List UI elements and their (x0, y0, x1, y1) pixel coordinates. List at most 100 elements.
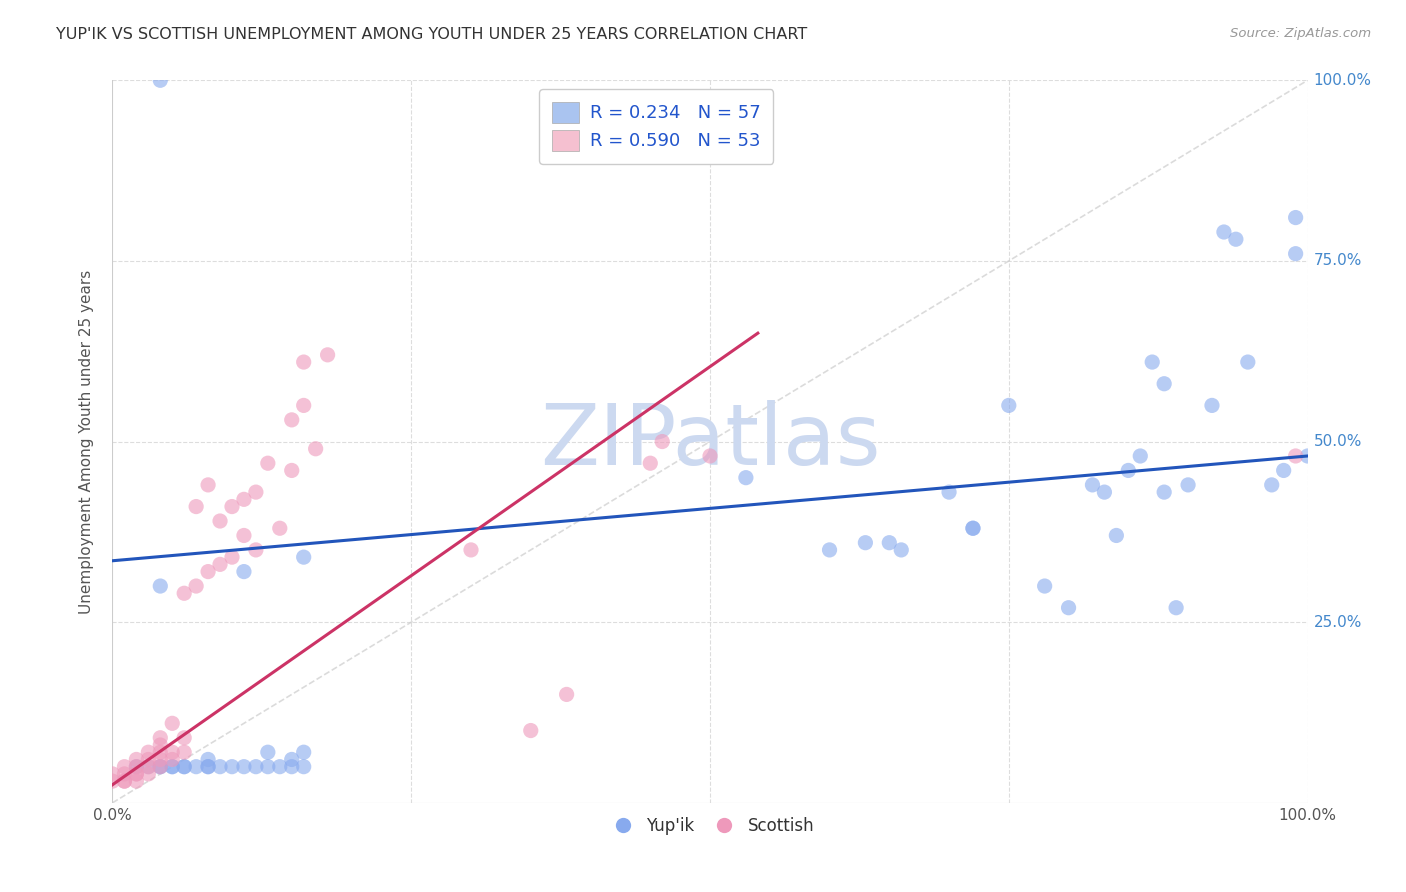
Text: 75.0%: 75.0% (1313, 253, 1362, 268)
Point (1153, 485, 1175, 500)
Point (125, 760, 148, 774)
Point (149, 760, 172, 774)
Point (1285, 449, 1308, 463)
Point (125, 767, 148, 781)
Point (890, 542, 912, 557)
Point (962, 521, 984, 535)
Point (149, 745, 172, 759)
Point (1225, 232, 1247, 246)
Point (197, 565, 219, 579)
Point (149, 738, 172, 752)
Point (114, 774, 135, 789)
Point (855, 535, 877, 549)
Point (1237, 355, 1260, 369)
Point (1285, 211, 1308, 225)
Point (257, 745, 280, 759)
Point (162, 745, 183, 759)
Point (209, 558, 232, 572)
Point (1057, 600, 1080, 615)
Point (125, 774, 148, 789)
Point (305, 442, 328, 456)
Point (292, 745, 315, 759)
Point (735, 470, 758, 484)
Point (233, 760, 256, 774)
Point (162, 752, 183, 766)
Point (149, 760, 172, 774)
Point (1129, 449, 1152, 463)
Point (149, 731, 172, 745)
Point (1201, 398, 1223, 412)
Point (138, 760, 160, 774)
Text: YUP'IK VS SCOTTISH UNEMPLOYMENT AMONG YOUTH UNDER 25 YEARS CORRELATION CHART: YUP'IK VS SCOTTISH UNEMPLOYMENT AMONG YO… (56, 27, 807, 42)
Point (269, 760, 291, 774)
Point (125, 760, 148, 774)
Text: Source: ZipAtlas.com: Source: ZipAtlas.com (1230, 27, 1371, 40)
Point (138, 745, 160, 759)
Point (149, 579, 172, 593)
Point (197, 760, 219, 774)
Point (173, 745, 195, 759)
Point (555, 687, 578, 701)
Point (173, 760, 195, 774)
Point (292, 760, 315, 774)
Legend: Yup'ik, Scottish: Yup'ik, Scottish (599, 810, 821, 841)
Point (1261, 478, 1284, 492)
Point (186, 500, 208, 514)
Point (114, 774, 135, 789)
Text: 100.0%: 100.0% (1313, 73, 1372, 87)
Point (173, 731, 195, 745)
Point (245, 485, 267, 500)
Point (1105, 528, 1128, 542)
Point (186, 760, 208, 774)
Point (149, 760, 172, 774)
Point (316, 348, 339, 362)
Point (233, 492, 256, 507)
Point (292, 550, 315, 565)
Point (149, 73, 172, 87)
Point (186, 579, 208, 593)
Point (1177, 478, 1199, 492)
Point (162, 716, 183, 731)
Point (1081, 478, 1104, 492)
Point (197, 760, 219, 774)
Point (460, 542, 482, 557)
Point (114, 760, 135, 774)
Point (221, 550, 243, 565)
Point (245, 760, 267, 774)
Point (938, 485, 960, 500)
Point (269, 521, 291, 535)
Text: 50.0%: 50.0% (1313, 434, 1362, 449)
Point (962, 521, 984, 535)
Point (1153, 376, 1175, 391)
Point (1142, 355, 1164, 369)
Point (257, 760, 280, 774)
Point (125, 752, 148, 766)
Point (292, 355, 315, 369)
Point (209, 760, 232, 774)
Point (221, 760, 243, 774)
Point (209, 514, 232, 528)
Point (221, 500, 243, 514)
Point (233, 565, 256, 579)
Point (162, 760, 183, 774)
Point (197, 752, 219, 766)
Point (138, 767, 160, 781)
Point (101, 767, 124, 781)
Point (699, 449, 721, 463)
Point (1296, 449, 1319, 463)
Point (138, 760, 160, 774)
Point (245, 542, 267, 557)
Point (879, 535, 901, 549)
Point (281, 463, 304, 477)
Point (1272, 463, 1295, 477)
Point (1094, 485, 1116, 500)
Text: 25.0%: 25.0% (1313, 615, 1362, 630)
Point (1285, 246, 1308, 260)
Point (101, 774, 124, 789)
Point (1033, 579, 1056, 593)
Point (998, 398, 1021, 412)
Point (233, 528, 256, 542)
Point (281, 413, 304, 427)
Point (281, 760, 304, 774)
Point (162, 760, 183, 774)
